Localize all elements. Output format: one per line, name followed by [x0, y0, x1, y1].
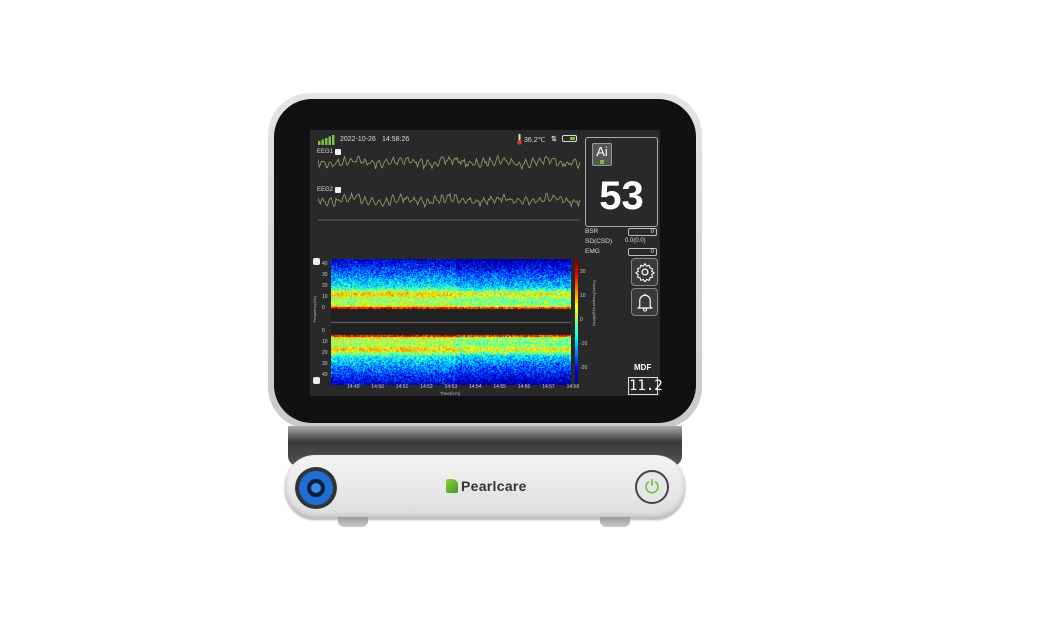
mdf-label: MDF — [634, 363, 652, 372]
eeg2-waveform — [318, 191, 580, 208]
monitor-screen: 2022-10-26 14:58:26 36.2℃ ⇅ EEG1 EEG2 Ai… — [310, 130, 663, 396]
y-axis-label: Frequency(Hz) — [312, 296, 317, 323]
leaf-icon — [446, 479, 458, 493]
x-tick: 14:50 — [371, 384, 384, 390]
y-tick-top: 0 — [322, 305, 325, 311]
bell-icon — [636, 293, 653, 312]
x-tick: 14:52 — [420, 384, 433, 390]
clock: 14:58:26 — [382, 136, 410, 143]
brand-logo: Pearlcare — [446, 478, 527, 494]
y-tick-bottom: 20 — [322, 350, 328, 356]
y-tick-top: 20 — [322, 283, 328, 289]
sensor-port[interactable] — [295, 467, 337, 509]
bsr-value: 0 — [628, 228, 657, 236]
device-base — [285, 455, 685, 519]
brand-name: Pearlcare — [461, 478, 527, 494]
bsr-label: BSR — [585, 228, 599, 235]
colorbar-label: Power(Frequency)(dB/Hz) — [592, 280, 597, 327]
colorbar-tick: -10 — [580, 341, 588, 347]
thermometer-icon — [517, 134, 522, 145]
eeg1-label: EEG1 — [317, 149, 334, 155]
colorbar-tick: 10 — [580, 293, 586, 299]
index-value: 53 — [599, 174, 644, 218]
sd-label: SD(CSD) — [585, 238, 613, 245]
y-tick-top: 10 — [322, 294, 328, 300]
index-panel: Ai 53 — [585, 137, 658, 227]
signal-bars-icon — [318, 135, 335, 145]
colorbar-tick: 20 — [580, 269, 586, 275]
colorbar-tick: -20 — [580, 365, 588, 371]
x-tick: 14:58 — [566, 384, 580, 390]
eeg2-settings-icon[interactable] — [335, 187, 341, 193]
colorbar-tick: 0 — [580, 317, 583, 323]
left-foot — [338, 517, 368, 527]
x-tick: 14:54 — [469, 384, 482, 390]
alarm-button[interactable] — [631, 288, 658, 316]
y-tick-top: 40 — [322, 261, 328, 267]
eeg1-settings-icon[interactable] — [335, 149, 341, 155]
ai-icon: Ai — [592, 143, 612, 166]
x-axis-label: Time(h:m) — [440, 391, 461, 396]
gear-icon — [634, 262, 655, 282]
y-tick-bottom: 10 — [322, 339, 328, 345]
dsa-bottom-settings-icon[interactable] — [313, 377, 320, 384]
date: 2022-10-26 — [340, 136, 376, 143]
x-tick: 14:57 — [542, 384, 555, 390]
eeg-waveforms — [318, 154, 580, 221]
power-icon: ⏻ — [644, 476, 660, 497]
dsa-top-settings-icon[interactable] — [313, 258, 320, 265]
eeg2-label: EEG2 — [317, 187, 334, 193]
eeg1-waveform — [318, 154, 580, 171]
right-foot — [600, 517, 630, 527]
x-tick: 14:53 — [444, 384, 458, 390]
temperature: 36.2℃ — [524, 137, 546, 144]
x-tick: 14:56 — [517, 384, 531, 390]
battery-icon — [562, 135, 577, 142]
power-button[interactable]: ⏻ — [635, 470, 669, 504]
y-tick-bottom: 30 — [322, 361, 328, 367]
settings-button[interactable] — [631, 258, 658, 286]
transfer-arrows-icon: ⇅ — [551, 136, 557, 143]
y-tick-bottom: 40 — [322, 372, 328, 378]
y-tick-top: 30 — [322, 272, 328, 278]
ai-label: Ai — [596, 144, 608, 159]
emg-label: EMG — [585, 248, 600, 255]
x-tick: 14:55 — [493, 384, 506, 390]
spectrogram — [331, 259, 571, 385]
emg-value: 0 — [628, 248, 657, 256]
x-tick: 14:51 — [395, 384, 409, 390]
y-tick-bottom: 0 — [322, 328, 325, 334]
x-tick: 14:49 — [347, 384, 360, 390]
sd-value: 0.0(0.0) — [625, 238, 646, 244]
mdf-value: 11.2 — [628, 377, 663, 395]
colorbar — [575, 259, 578, 385]
